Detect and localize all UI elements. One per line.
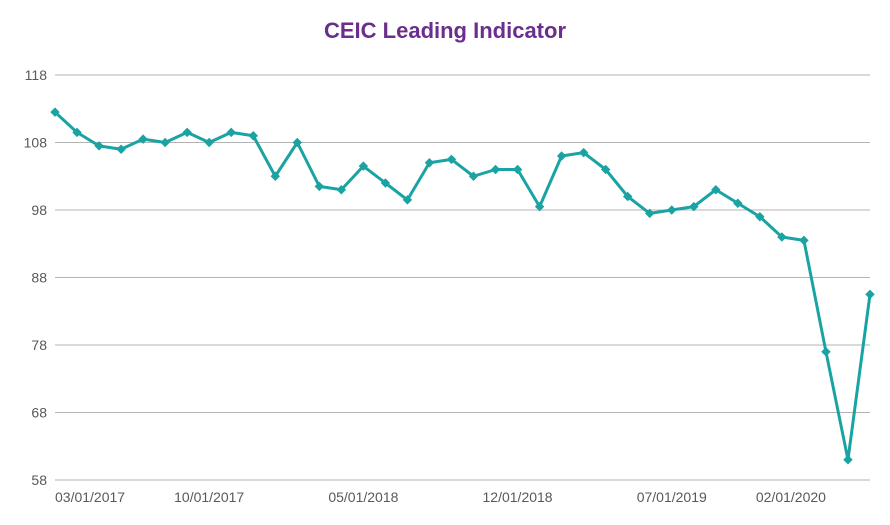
chart-svg: 58 68 78 88 98 108 118 03/01/2017 10/01/2017 05/0… [0, 0, 890, 525]
x-axis-tick-label: 12/01/2018 [483, 489, 553, 505]
data-marker [492, 166, 500, 174]
chart-container: CEIC Leading Indicator 58687888981081180… [0, 0, 890, 525]
y-axis-tick-label: 68 [31, 405, 47, 421]
y-axis-tick-label: 98 [31, 202, 47, 218]
data-marker [866, 290, 874, 298]
x-axis-tick-label: 10/01/2017 [174, 489, 244, 505]
x-axis-tick-label: 03/01/2017 [55, 489, 125, 505]
y-axis-tick-label: 88 [31, 270, 47, 286]
y-axis-tick-label: 58 [31, 472, 47, 488]
x-axis-tick-label: 07/01/2019 [637, 489, 707, 505]
y-axis-tick-label: 118 [25, 67, 48, 83]
series-line [55, 112, 870, 460]
data-marker [822, 348, 830, 356]
y-axis-tick-label: 108 [24, 135, 48, 151]
data-marker [668, 206, 676, 214]
y-axis-tick-label: 78 [31, 337, 47, 353]
data-marker [800, 236, 808, 244]
x-axis-tick-label: 02/01/2020 [756, 489, 826, 505]
x-axis-tick-label: 05/01/2018 [328, 489, 398, 505]
data-marker [844, 456, 852, 464]
